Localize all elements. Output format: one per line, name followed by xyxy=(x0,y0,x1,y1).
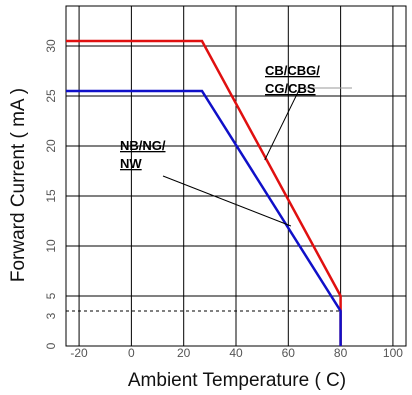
x-tick-label: 0 xyxy=(128,346,135,360)
y-tick-label: 10 xyxy=(44,239,58,253)
leader-line-cb xyxy=(264,87,301,161)
y-tick-label: 0 xyxy=(44,342,58,349)
annotation-nb-line1: NB/NG/ xyxy=(120,138,166,153)
y-tick-label: 15 xyxy=(44,189,58,203)
y-tick-label: 20 xyxy=(44,139,58,153)
x-axis-title: Ambient Temperature ( C) xyxy=(128,370,346,391)
x-tick-label: 100 xyxy=(383,346,403,360)
x-tick-label: -20 xyxy=(70,346,88,360)
y-tick-label: 25 xyxy=(44,89,58,103)
series-line-1 xyxy=(66,89,342,346)
x-tick-labels: -20 0 20 40 60 80 100 xyxy=(70,346,403,360)
grid xyxy=(65,5,407,347)
x-tick-label: 60 xyxy=(282,346,296,360)
annotation-nb-line2: NW xyxy=(120,156,142,171)
leader-line-nb xyxy=(162,175,292,227)
x-tick-label: 20 xyxy=(177,346,191,360)
y-tick-label: 30 xyxy=(44,39,58,53)
series-group xyxy=(66,39,342,346)
y-tick-label: 5 xyxy=(44,292,58,299)
x-tick-label: 40 xyxy=(229,346,243,360)
y-axis-title: Forward Current ( mA ) xyxy=(8,88,29,282)
y-tick-labels: 0 3 5 10 15 20 25 30 xyxy=(44,39,58,349)
annotation-cb-line1: CB/CBG/ xyxy=(265,63,320,78)
x-tick-label: 80 xyxy=(334,346,348,360)
y-tick-label: 3 xyxy=(44,312,58,319)
annotation-leaders xyxy=(162,87,352,227)
annotation-cb-line2: CG/CBS xyxy=(265,81,316,96)
